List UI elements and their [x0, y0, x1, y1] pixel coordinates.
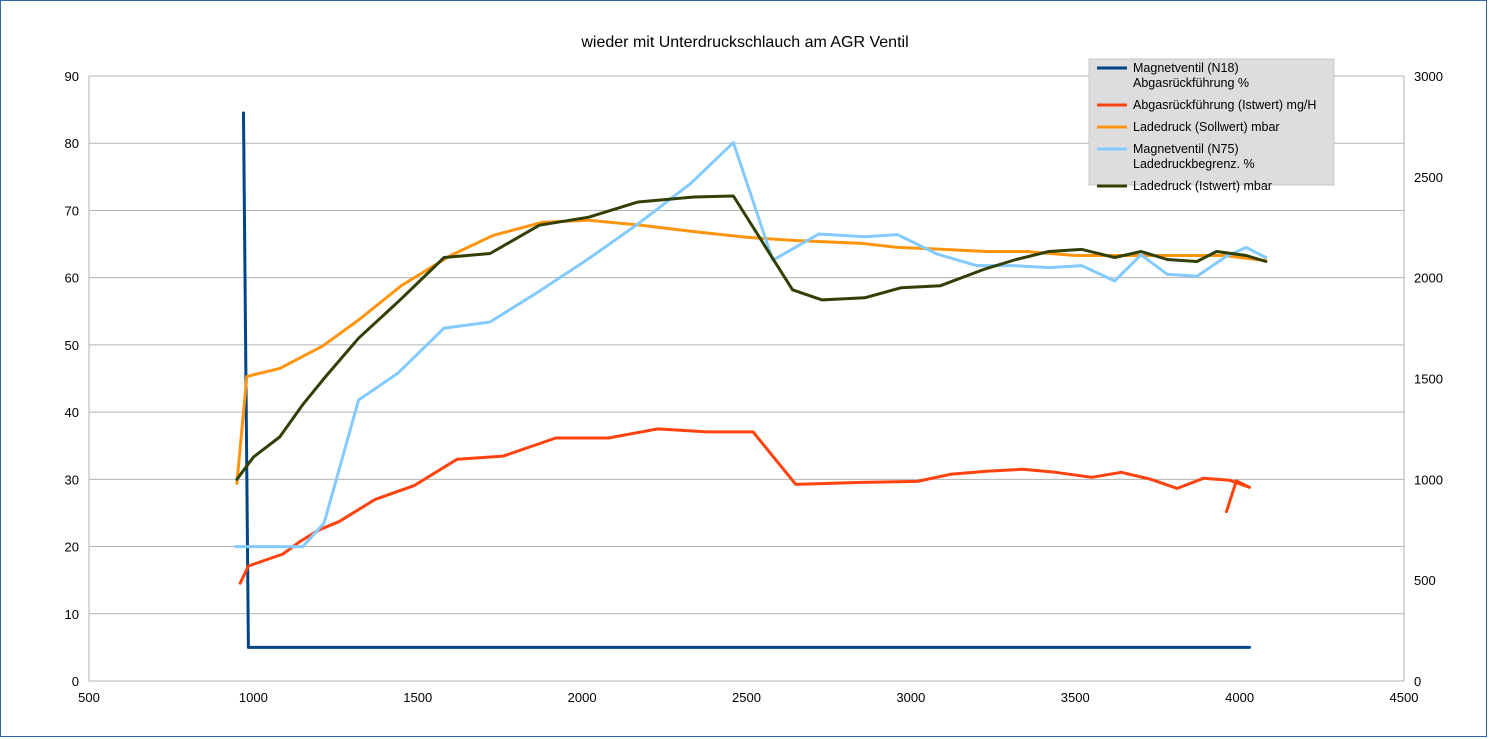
legend: Magnetventil (N18)Abgasrückführung % Abga…: [1088, 58, 1335, 193]
x-tick-label: 1000: [239, 690, 268, 705]
left-tick-label: 80: [65, 136, 79, 151]
right-tick-label: 1500: [1414, 372, 1443, 387]
left-tick-label: 60: [65, 271, 79, 286]
x-tick-label: 2000: [568, 690, 597, 705]
left-tick-label: 90: [65, 69, 79, 84]
right-tick-label: 0: [1414, 674, 1421, 689]
right-tick-label: 1000: [1414, 472, 1443, 487]
series-line-2: [238, 427, 1251, 585]
x-tick-label: 4000: [1225, 690, 1254, 705]
left-tick-label: 20: [65, 540, 79, 555]
legend-label: Abgasrückführung (Istwert) mg/H: [1133, 98, 1316, 112]
left-tick-label: 70: [65, 203, 79, 218]
left-tick-label: 0: [72, 674, 79, 689]
right-tick-label: 2000: [1414, 271, 1443, 286]
legend-box: [1088, 58, 1335, 186]
series-line-5: [235, 194, 1268, 481]
x-tick-label: 500: [78, 690, 100, 705]
left-tick-label: 50: [65, 338, 79, 353]
legend-label: Magnetventil (N18): [1133, 61, 1239, 75]
left-tick-label: 10: [65, 607, 79, 622]
left-tick-label: 30: [65, 472, 79, 487]
legend-label: Magnetventil (N75): [1133, 142, 1239, 156]
x-tick-label: 1500: [403, 690, 432, 705]
series-group: [233, 111, 1268, 649]
chart-title: wieder mit Unterdruckschlauch am AGR Ven…: [580, 34, 908, 51]
right-axis-ticks: 0 500 1000 1500 2000 2500 3000: [1414, 69, 1443, 689]
legend-label: Ladedruck (Sollwert) mbar: [1133, 120, 1280, 134]
right-tick-label: 2500: [1414, 170, 1443, 185]
x-tick-label: 3000: [896, 690, 925, 705]
x-axis-ticks: 500 1000 1500 2000 2500 3000 3500 4000 4500: [78, 690, 1418, 705]
right-tick-label: 3000: [1414, 69, 1443, 84]
x-tick-label: 3500: [1061, 690, 1090, 705]
legend-label: Abgasrückführung %: [1133, 76, 1249, 90]
right-tick-label: 500: [1414, 573, 1436, 588]
left-tick-label: 40: [65, 405, 79, 420]
legend-label: Ladedruckbegrenz. %: [1133, 157, 1255, 171]
x-tick-label: 4500: [1390, 690, 1419, 705]
left-axis-ticks: 0 10 20 30 40 50 60 70 80 90: [65, 69, 79, 689]
legend-label: Ladedruck (Istwert) mbar: [1133, 179, 1272, 193]
series-line-1: [242, 111, 1251, 649]
series-line-3: [235, 218, 1268, 485]
x-tick-label: 2500: [732, 690, 761, 705]
